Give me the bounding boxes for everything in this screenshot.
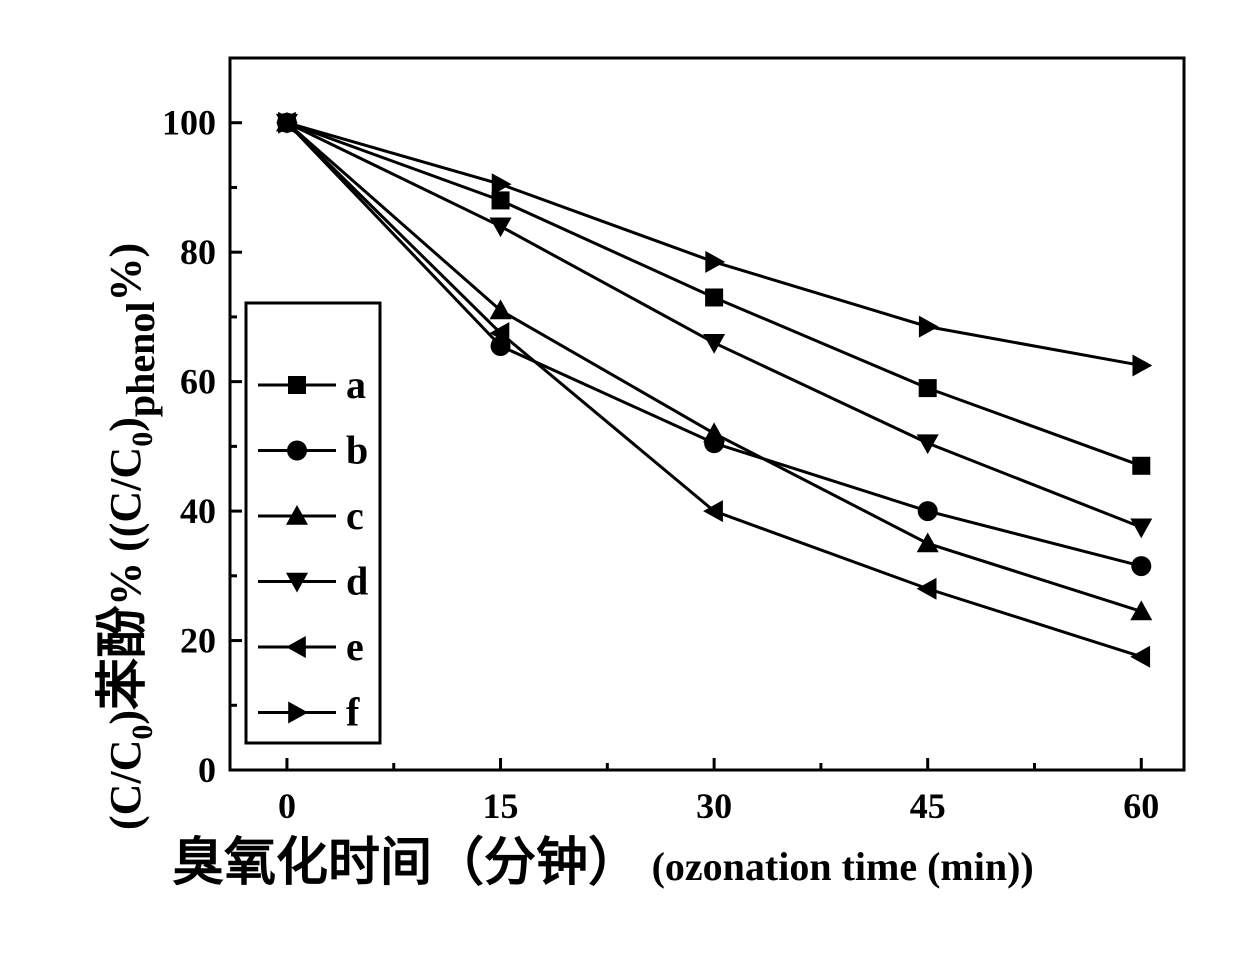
legend-box [244, 301, 382, 745]
legend-label: b [346, 428, 368, 473]
y-axis-title-pct2: %) [101, 243, 150, 302]
data-point-b [917, 501, 938, 522]
legend-marker-e [286, 636, 306, 658]
data-point-a [918, 379, 937, 398]
legend-entry-b: b [258, 428, 368, 473]
axes: 0 15 30 45 60 0 20 40 60 80 100 [162, 103, 1159, 826]
data-point-a [705, 288, 724, 307]
data-point-e [703, 500, 723, 523]
legend-marker-f [288, 701, 308, 724]
y-tick-label: 80 [180, 232, 216, 272]
legend-entry-f: f [258, 690, 360, 735]
y-axis-title-cn: 苯酚 [93, 605, 153, 710]
series-line-f [286, 121, 1142, 367]
data-point-f [705, 250, 726, 273]
y-axis-title-close: ) [101, 710, 150, 725]
y-tick-label: 40 [180, 491, 216, 531]
data-point-d [489, 217, 512, 238]
x-axis-title: 臭氧化时间（分钟） (ozonation time (min)) [172, 833, 1034, 893]
series-d [275, 113, 1153, 539]
x-axis-title-en: (ozonation time (min)) [652, 844, 1034, 889]
data-point-d [1130, 518, 1153, 539]
series-group [275, 111, 1153, 668]
y-axis-title-open: (C/C [101, 740, 150, 830]
y-tick-label: 0 [198, 750, 216, 790]
legend-marker-a [288, 376, 306, 394]
data-point-c [703, 422, 726, 443]
y-tick-label: 20 [180, 621, 216, 661]
data-point-b [1131, 556, 1152, 577]
y-axis-title-pct: % [101, 562, 150, 606]
y-axis-title-open2: ((C/C [101, 447, 150, 552]
y-axis-title-close2: ) [101, 417, 150, 432]
y-tick-label: 60 [180, 362, 216, 402]
legend-entry-d: d [258, 559, 368, 604]
x-tick-label: 60 [1123, 786, 1159, 826]
data-point-f [491, 173, 512, 196]
data-point-f [278, 111, 298, 134]
legend-entry-c: c [258, 493, 364, 538]
legend-entry-e: e [258, 624, 364, 669]
y-axis-title-phenol: phenol [118, 302, 163, 418]
plot-frame [228, 56, 1186, 772]
data-point-c [1130, 600, 1153, 621]
legend-label: a [346, 362, 366, 407]
series-c [275, 111, 1153, 621]
series-a [277, 113, 1151, 475]
data-point-c [916, 532, 939, 553]
x-tick-label: 45 [910, 786, 946, 826]
data-point-e [489, 322, 510, 345]
legend-label: d [346, 559, 368, 604]
data-point-a [1132, 456, 1151, 475]
data-point-f [1132, 354, 1153, 377]
series-line-c [285, 121, 1142, 613]
legend-marker-b [287, 440, 307, 461]
legend-label: e [346, 624, 364, 669]
data-point-f [918, 315, 939, 338]
y-axis-title-sub: 0 [126, 725, 159, 740]
y-axis-title-sub2: 0 [126, 432, 159, 447]
x-tick-label: 30 [696, 786, 732, 826]
legend-marker-d [286, 572, 308, 593]
data-point-d [703, 334, 726, 354]
y-axis-title: (C/C0)苯酚%((C/C0)phenol%) [93, 243, 163, 830]
legend-entry-a: a [258, 362, 366, 407]
x-tick-label: 0 [278, 786, 296, 826]
y-tick-label: 100 [162, 103, 216, 143]
x-tick-label: 15 [483, 786, 519, 826]
legend-label: f [346, 690, 360, 735]
series-f [278, 111, 1153, 377]
data-point-c [489, 299, 512, 320]
legend-marker-c [286, 505, 308, 525]
series-line-d [286, 121, 1142, 529]
x-axis-title-cn: 臭氧化时间（分钟） [172, 833, 640, 893]
series-e [275, 111, 1151, 668]
data-point-e [1130, 645, 1151, 668]
series-line-e [285, 121, 1142, 659]
data-point-a [491, 191, 510, 210]
data-point-e [916, 577, 937, 600]
data-point-d [916, 434, 939, 455]
legend-label: c [346, 493, 364, 538]
